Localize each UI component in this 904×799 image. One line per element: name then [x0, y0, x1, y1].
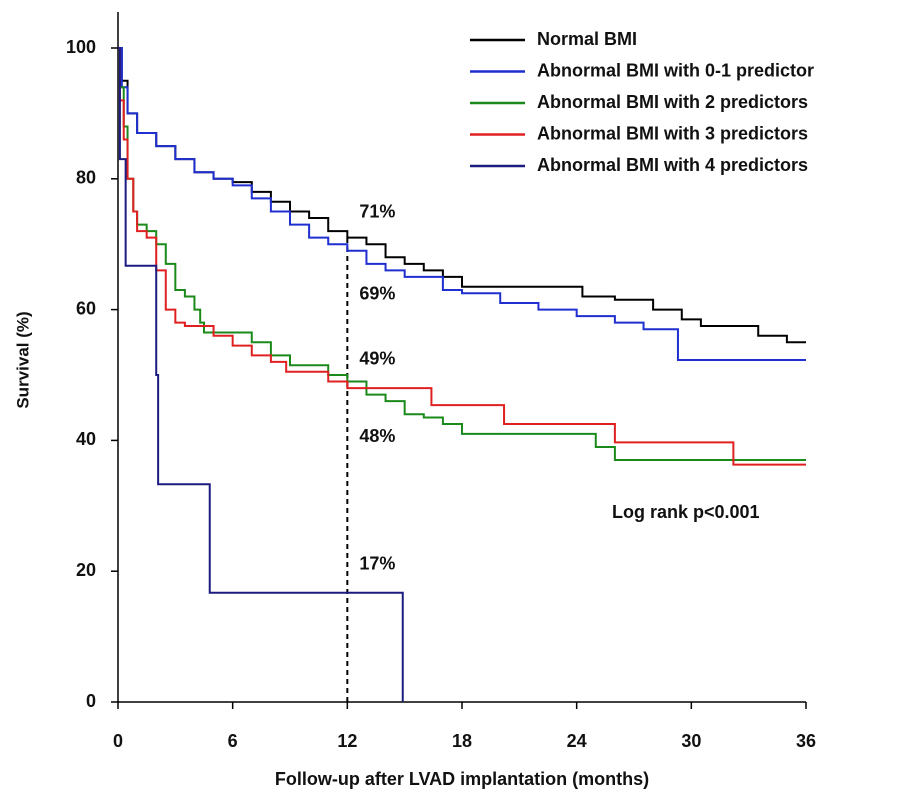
note: Log rank p<0.001	[612, 502, 760, 522]
x-axis-label: Follow-up after LVAD implantation (month…	[275, 769, 649, 789]
x-tick-label: 6	[228, 731, 238, 751]
annotation: 71%	[359, 201, 395, 221]
x-tick-label: 0	[113, 731, 123, 751]
y-tick-label: 20	[76, 560, 96, 580]
annotation: 48%	[359, 426, 395, 446]
y-tick-label: 80	[76, 168, 96, 188]
survival-curve	[118, 47, 806, 361]
x-tick-label: 24	[567, 731, 587, 751]
y-tick-label: 40	[76, 429, 96, 449]
x-tick-label: 36	[796, 731, 816, 751]
legend-label: Abnormal BMI with 3 predictors	[537, 123, 808, 143]
annotation: 17%	[359, 554, 395, 574]
annotation: 49%	[359, 348, 395, 368]
legend-label: Abnormal BMI with 2 predictors	[537, 92, 808, 112]
legend-label: Abnormal BMI with 0-1 predictor	[537, 60, 814, 80]
y-tick-label: 60	[76, 298, 96, 318]
legend-label: Normal BMI	[537, 29, 637, 49]
annotation: 69%	[359, 283, 395, 303]
survival-curve	[118, 47, 404, 702]
y-axis-label: Survival (%)	[13, 311, 32, 408]
legend-label: Abnormal BMI with 4 predictors	[537, 155, 808, 175]
x-tick-label: 18	[452, 731, 472, 751]
y-tick-label: 0	[86, 691, 96, 711]
survival-curve	[118, 47, 806, 466]
x-tick-label: 12	[337, 731, 357, 751]
y-tick-label: 100	[66, 37, 96, 57]
x-tick-label: 30	[681, 731, 701, 751]
